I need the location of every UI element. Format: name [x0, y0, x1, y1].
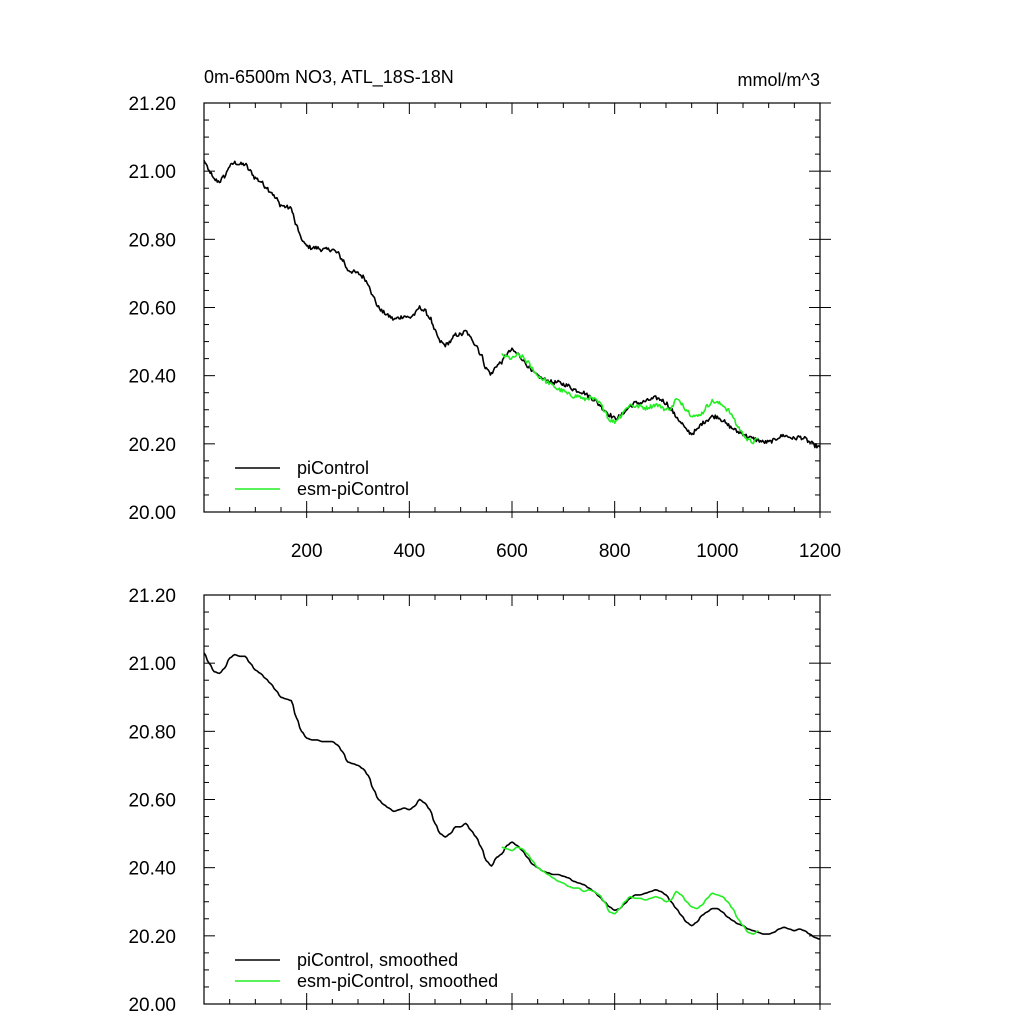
- legend-label: esm-piControl: [297, 479, 409, 499]
- y-tick-label: 21.20: [128, 586, 176, 607]
- panel-bottom: 20.00 20.20 20.40 20.60 20.80 21.00 21.20 piCon…: [128, 586, 831, 1016]
- series-line-picontrol: [203, 159, 821, 449]
- x-tick-label: 1000: [696, 541, 738, 562]
- y-tick-label: 20.40: [128, 859, 176, 880]
- units-label: mmol/m^3: [738, 70, 820, 90]
- x-tick-label: 800: [599, 541, 631, 562]
- series-line-picontrol-smoothed: [203, 652, 821, 940]
- x-tick-label: 200: [291, 541, 323, 562]
- y-tick-label: 20.80: [128, 722, 176, 743]
- y-tick-label: 20.20: [128, 435, 176, 456]
- legend-label: piControl, smoothed: [297, 950, 458, 970]
- plot-frame: [203, 594, 821, 1005]
- y-tick-label: 21.00: [128, 162, 176, 183]
- y-tick-label: 20.40: [128, 367, 176, 388]
- x-tick-label: 1200: [799, 541, 841, 562]
- y-tick-label: 20.60: [128, 299, 176, 320]
- y-tick-label: 20.20: [128, 927, 176, 948]
- y-tick-label: 20.80: [128, 230, 176, 251]
- y-tick-label: 21.20: [128, 94, 176, 115]
- chart-title: 0m-6500m NO3, ATL_18S-18N: [204, 67, 454, 88]
- legend-label: piControl: [297, 458, 369, 478]
- y-tick-label: 20.60: [128, 791, 176, 812]
- series-line-esm-picontrol-smoothed: [501, 846, 759, 935]
- y-tick-label: 21.00: [128, 654, 176, 675]
- series-line-esm-picontrol: [501, 352, 759, 445]
- legend-label: esm-piControl, smoothed: [297, 971, 498, 991]
- y-tick-label: 20.00: [128, 995, 176, 1016]
- y-tick-label: 20.00: [128, 503, 176, 524]
- panel-top: 200 400 600 800 1000 1200 20.00 20.20 20.40 20.60…: [128, 94, 841, 562]
- x-tick-label: 400: [393, 541, 425, 562]
- plot-frame: [203, 102, 821, 513]
- x-tick-label: 600: [496, 541, 528, 562]
